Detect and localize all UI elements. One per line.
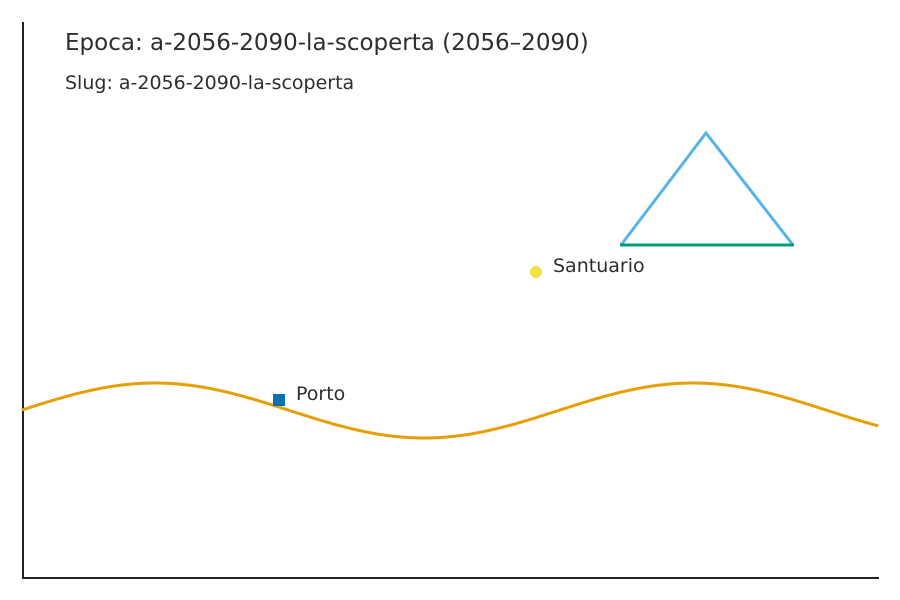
porto-label: Porto [296, 383, 345, 405]
river-line [21, 381, 879, 440]
santuario-label: Santuario [553, 255, 645, 277]
mountain-outline [619, 130, 795, 246]
page-title: Epoca: a-2056-2090-la-scoperta (2056–209… [65, 30, 589, 56]
santuario-circle-marker[interactable] [530, 266, 542, 278]
slug-subtitle: Slug: a-2056-2090-la-scoperta [65, 72, 354, 94]
porto-square-marker[interactable] [273, 394, 285, 406]
